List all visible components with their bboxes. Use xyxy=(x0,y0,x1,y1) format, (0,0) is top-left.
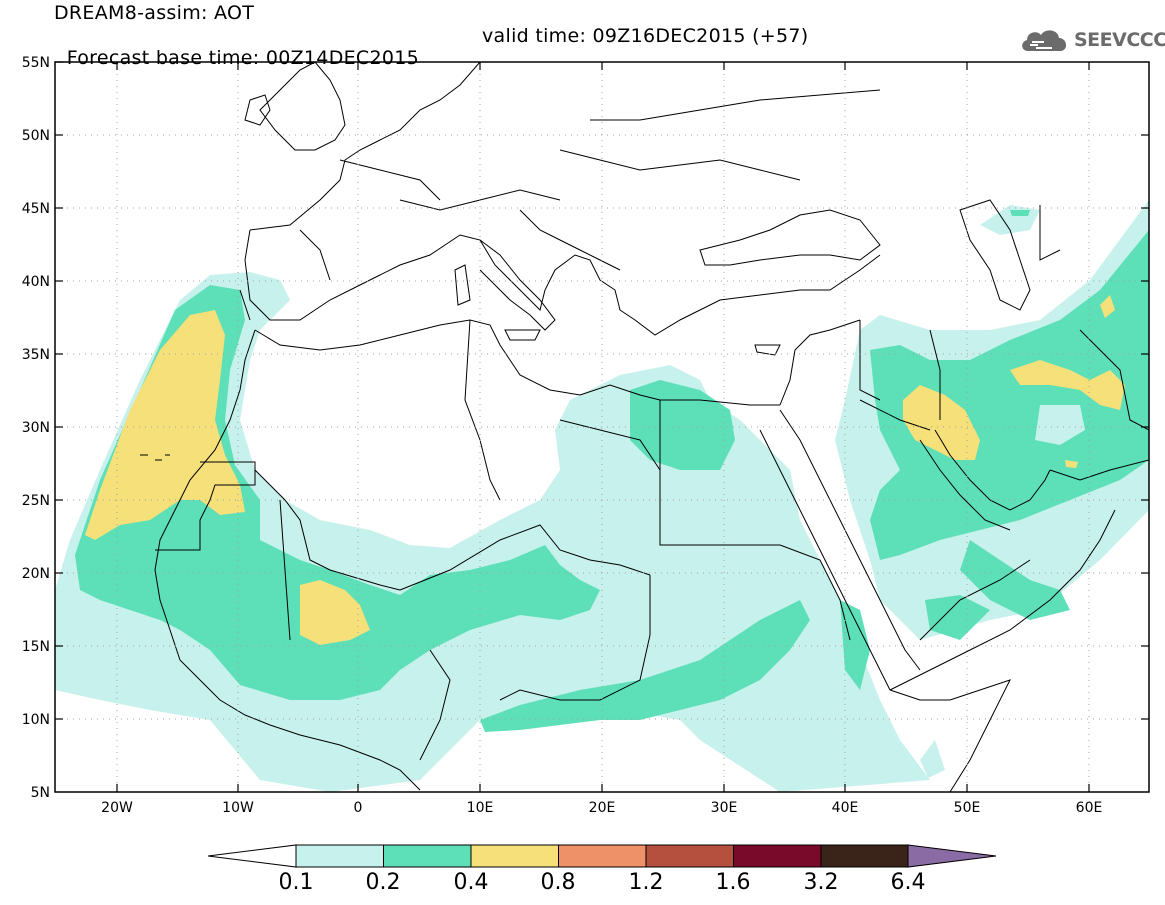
logo-text: SEEVCCC xyxy=(1074,29,1165,51)
colorbar-box xyxy=(295,844,384,868)
colorbar-label: 0.1 xyxy=(278,870,314,895)
lat-label: 25N xyxy=(22,493,50,509)
colorbar-extend-low xyxy=(207,844,297,868)
lon-label: 20E xyxy=(589,800,616,816)
base-time: Forecast base time: 00Z14DEC2015 xyxy=(66,47,420,69)
colorbar-label: 0.4 xyxy=(453,870,489,895)
lon-label: 10E xyxy=(467,800,494,816)
lat-label: 5N xyxy=(31,785,50,801)
lon-label: 20W xyxy=(101,800,133,816)
colorbar-box xyxy=(820,844,909,868)
colorbar-box xyxy=(383,844,472,868)
colorbar-box xyxy=(470,844,559,868)
lon-label: 60E xyxy=(1076,800,1103,816)
seevccc-logo: SEEVCCC xyxy=(1018,24,1165,56)
lon-label: 40E xyxy=(832,800,859,816)
lon-label: 10W xyxy=(222,800,254,816)
lat-label: 50N xyxy=(22,128,50,144)
colorbar-label: 1.2 xyxy=(628,870,664,895)
lat-label: 20N xyxy=(22,566,50,582)
aot-level-0.4 xyxy=(85,295,1125,645)
longitude-labels: 20W 10W 0 10E 20E 30E 40E 50E 60E xyxy=(101,800,1102,816)
colorbar-label: 3.2 xyxy=(803,870,839,895)
lat-label: 10N xyxy=(22,712,50,728)
latitude-labels: 55N 50N 45N 40N 35N 30N 25N 20N 15N 10N … xyxy=(22,55,50,801)
lat-label: 45N xyxy=(22,201,50,217)
colorbar-label: 0.2 xyxy=(365,870,401,895)
colorbar-boxes xyxy=(295,844,909,868)
lat-label: 15N xyxy=(22,639,50,655)
colorbar xyxy=(207,844,997,868)
colorbar-label: 1.6 xyxy=(715,870,751,895)
colorbar-label: 0.8 xyxy=(540,870,576,895)
colorbar-label: 6.4 xyxy=(890,870,926,895)
lon-label: 0 xyxy=(354,800,363,816)
graticule xyxy=(55,62,1149,792)
forecast-times: Forecast base time: 00Z14DEC2015 valid t… xyxy=(54,25,809,91)
axis-ticks xyxy=(55,61,1149,792)
colorbar-box xyxy=(733,844,822,868)
aot-contours xyxy=(55,200,1149,792)
map-title: DREAM8-assim: AOT xyxy=(54,2,255,24)
cloud-icon xyxy=(1022,30,1067,51)
colorbar-box xyxy=(558,844,647,868)
lon-label: 30E xyxy=(711,800,738,816)
lat-label: 30N xyxy=(22,420,50,436)
lat-label: 40N xyxy=(22,274,50,290)
colorbar-box xyxy=(645,844,734,868)
colorbar-extend-high xyxy=(907,844,997,868)
valid-time: valid time: 09Z16DEC2015 (+57) xyxy=(482,25,809,47)
lat-label: 55N xyxy=(22,55,50,71)
lat-label: 35N xyxy=(22,347,50,363)
lon-label: 50E xyxy=(954,800,981,816)
